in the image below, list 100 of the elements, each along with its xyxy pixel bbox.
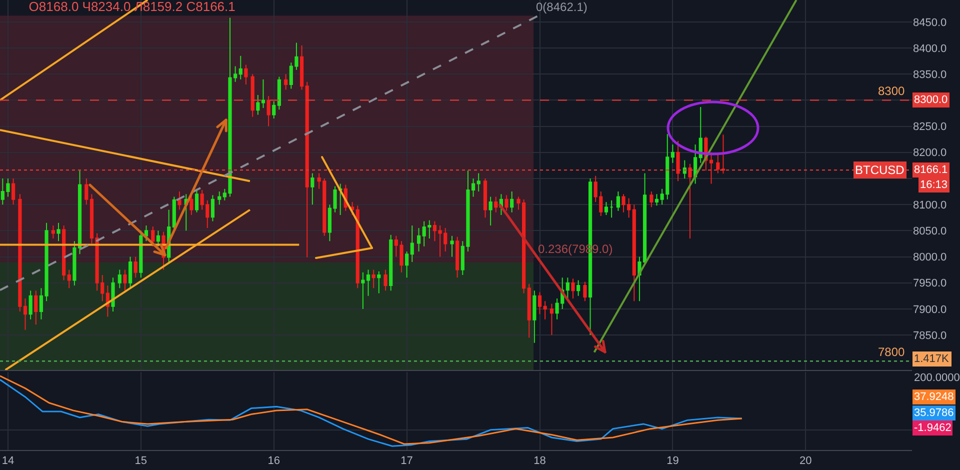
- y-tick-label: 8350.0: [913, 68, 947, 81]
- y-tick-label: 7900.0: [913, 304, 947, 316]
- x-tick-label: 16: [268, 455, 280, 468]
- ref-line-label: BTCUSD: [855, 163, 905, 177]
- y-tick-label: 8450.0: [913, 16, 947, 29]
- candlestick: [218, 191, 222, 206]
- candlestick: [483, 178, 488, 218]
- candlestick: [123, 269, 127, 292]
- candlestick: [372, 269, 376, 289]
- candlestick: [543, 300, 547, 320]
- candlestick: [210, 194, 215, 222]
- candlestick: [494, 196, 498, 213]
- x-tick-label: 19: [666, 455, 679, 468]
- y-tick-label: 7950.0: [913, 278, 947, 290]
- candlestick: [28, 290, 32, 320]
- candlestick: [583, 281, 587, 302]
- candlestick: [356, 205, 360, 289]
- candlestick: [721, 134, 726, 174]
- text: 1.417K: [914, 353, 950, 365]
- ref-line-label: 8300: [878, 84, 906, 98]
- candlestick: [688, 163, 692, 239]
- text: 37.9248: [914, 391, 954, 403]
- candlestick: [305, 81, 309, 258]
- candlestick: [11, 178, 16, 206]
- candlestick: [277, 76, 281, 110]
- candlestick: [194, 188, 199, 213]
- text: -1.9462: [914, 422, 952, 434]
- candlestick: [450, 235, 454, 258]
- candlestick: [510, 191, 514, 213]
- candlestick: [676, 140, 680, 182]
- candlestick: [576, 280, 580, 296]
- x-tick-label: 17: [400, 455, 413, 468]
- candlestick: [416, 228, 421, 252]
- candlestick: [67, 269, 71, 289]
- candlestick: [604, 201, 608, 216]
- candlestick: [151, 226, 155, 247]
- candlestick: [532, 290, 536, 344]
- candlestick: [144, 224, 148, 242]
- candlestick: [527, 283, 531, 338]
- candlestick: [178, 191, 182, 210]
- candlestick: [698, 106, 702, 164]
- candlestick: [456, 236, 460, 278]
- y-tick-label: 8000.0: [913, 252, 947, 264]
- candlestick: [261, 78, 266, 109]
- text: 35.9786: [914, 407, 954, 419]
- candlestick: [90, 194, 94, 244]
- y-tick-label: 8200.0: [913, 147, 947, 160]
- x-tick-label: 15: [134, 455, 148, 468]
- candlestick: [111, 277, 115, 312]
- candlestick: [476, 172, 480, 192]
- candlestick: [632, 204, 636, 302]
- candlestick: [716, 154, 720, 174]
- candlestick: [51, 224, 55, 239]
- candlestick: [361, 272, 365, 310]
- candlestick: [566, 277, 570, 299]
- y-tick-label: 8400.0: [913, 42, 947, 55]
- candlestick: [172, 196, 176, 232]
- y-tick-label: 7850.0: [913, 330, 947, 342]
- candlestick: [139, 230, 143, 278]
- x-tick-label: 18: [534, 455, 546, 468]
- candlestick: [405, 251, 409, 278]
- candlestick: [488, 196, 492, 226]
- y-tick-label: 8250.0: [913, 121, 947, 134]
- band-label: 0(8462.1): [536, 0, 588, 14]
- candlestick: [284, 74, 288, 90]
- candlestick: [650, 191, 654, 208]
- candlestick: [256, 94, 260, 116]
- annotation: 8300.0: [914, 94, 948, 106]
- x-tick-label: 20: [800, 455, 812, 468]
- candlestick: [250, 74, 254, 118]
- candlestick: [190, 194, 194, 216]
- candlestick: [128, 256, 132, 289]
- text: 16:13: [920, 179, 948, 191]
- candlestick: [238, 55, 242, 80]
- candlestick: [670, 144, 674, 164]
- candlestick: [266, 96, 270, 127]
- candlestick: [504, 194, 508, 212]
- candlestick: [682, 160, 686, 179]
- candlestick: [34, 290, 38, 326]
- ref-line-label: 7800: [878, 345, 906, 359]
- candlestick: [56, 222, 60, 242]
- candlestick: [538, 292, 542, 315]
- x-tick-label: 14: [2, 455, 14, 468]
- candlestick: [654, 194, 659, 206]
- candlestick: [23, 298, 28, 330]
- candlestick: [118, 269, 122, 289]
- candlestick: [62, 224, 66, 281]
- y-tick-label: 8050.0: [913, 226, 947, 238]
- candlestick: [377, 270, 381, 294]
- candlestick: [616, 191, 620, 212]
- candlestick: [134, 256, 138, 278]
- candlestick: [366, 269, 370, 296]
- candlestick: [156, 230, 160, 247]
- y-tick-label: 8100.0: [913, 199, 947, 212]
- candlestick: [550, 303, 554, 336]
- candlestick: [384, 269, 388, 292]
- candlestick: [272, 100, 276, 119]
- annotation: 8166.1: [914, 164, 948, 176]
- candlestick: [410, 224, 414, 262]
- candlestick: [571, 278, 575, 299]
